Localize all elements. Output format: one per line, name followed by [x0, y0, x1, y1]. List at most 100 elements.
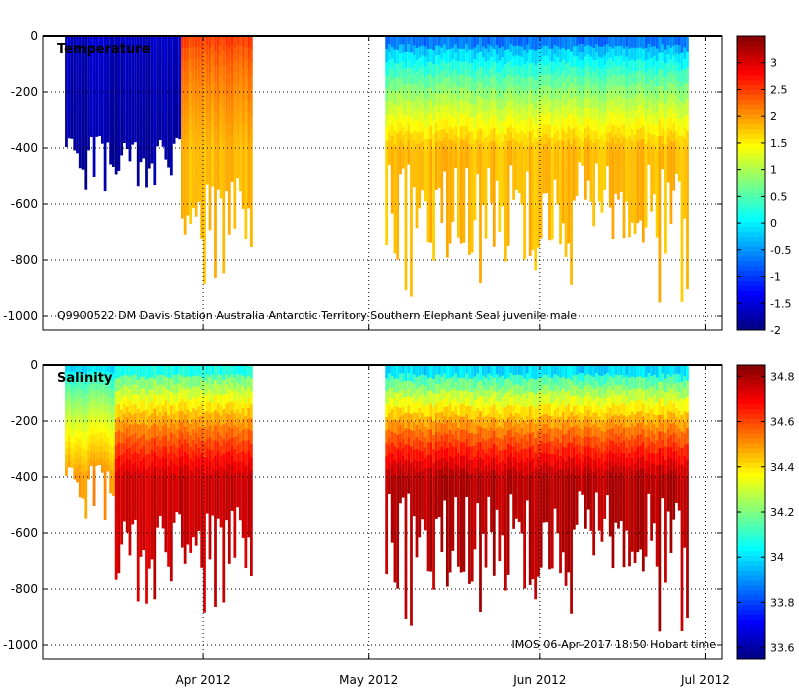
- heatmap-cell: [178, 467, 182, 478]
- heatmap-cell: [211, 120, 215, 131]
- heatmap-cell: [528, 502, 532, 517]
- heatmap-cell: [192, 440, 195, 452]
- heatmap-cell: [250, 154, 253, 168]
- heatmap-cell: [503, 106, 507, 121]
- heatmap-cell: [619, 55, 623, 66]
- heatmap-cell: [250, 101, 253, 116]
- heatmap-cell: [131, 365, 135, 376]
- heatmap-cell: [156, 77, 159, 85]
- heatmap-cell: [677, 154, 681, 164]
- heatmap-cell: [396, 217, 400, 232]
- heatmap-cell: [445, 229, 449, 244]
- heatmap-cell: [167, 490, 170, 504]
- heatmap-cell: [186, 465, 190, 478]
- colorbar-swatch: [737, 315, 765, 321]
- heatmap-cell: [84, 470, 88, 481]
- heatmap-cell: [183, 526, 187, 540]
- heatmap-cell: [523, 49, 527, 65]
- heatmap-cell: [236, 98, 239, 108]
- heatmap-cell: [404, 428, 408, 445]
- heatmap-cell: [506, 482, 510, 497]
- heatmap-cell: [647, 60, 651, 69]
- heatmap-cell: [661, 135, 665, 145]
- heatmap-cell: [429, 365, 433, 379]
- heatmap-cell: [625, 36, 629, 47]
- heatmap-cell: [526, 120, 529, 130]
- heatmap-cell: [128, 137, 132, 146]
- heatmap-cell: [103, 490, 107, 501]
- heatmap-cell: [189, 200, 193, 213]
- heatmap-cell: [106, 457, 110, 465]
- heatmap-cell: [192, 164, 195, 176]
- heatmap-cell: [641, 113, 645, 127]
- heatmap-cell: [73, 393, 77, 401]
- heatmap-cell: [125, 417, 129, 429]
- heatmap-cell: [437, 83, 441, 94]
- heatmap-cell: [503, 547, 507, 563]
- heatmap-cell: [495, 365, 499, 375]
- heatmap-cell: [484, 137, 488, 151]
- heatmap-cell: [470, 513, 474, 528]
- y-tick-label: -400: [11, 141, 38, 155]
- heatmap-cell: [208, 389, 212, 402]
- heatmap-cell: [128, 388, 132, 401]
- heatmap-cell: [208, 413, 212, 426]
- heatmap-cell: [509, 36, 513, 45]
- heatmap-cell: [150, 486, 154, 499]
- heatmap-cell: [614, 134, 618, 145]
- heatmap-cell: [509, 84, 513, 93]
- heatmap-cell: [418, 461, 422, 473]
- heatmap-cell: [183, 501, 187, 515]
- heatmap-cell: [457, 86, 460, 100]
- heatmap-cell: [208, 377, 212, 390]
- heatmap-cell: [203, 175, 206, 191]
- heatmap-cell: [603, 179, 607, 190]
- heatmap-cell: [225, 45, 228, 56]
- heatmap-cell: [545, 134, 549, 145]
- heatmap-cell: [468, 158, 471, 173]
- heatmap-cell: [205, 110, 209, 120]
- heatmap-cell: [589, 87, 593, 99]
- heatmap-cell: [142, 503, 146, 516]
- heatmap-cell: [683, 195, 687, 208]
- heatmap-cell: [470, 446, 474, 460]
- heatmap-cell: [214, 111, 217, 127]
- heatmap-cell: [492, 496, 496, 511]
- heatmap-cell: [437, 45, 441, 56]
- heatmap-cell: [142, 376, 146, 389]
- heatmap-cell: [655, 136, 659, 150]
- heatmap-cell: [81, 415, 85, 424]
- heatmap-cell: [84, 122, 88, 133]
- heatmap-cell: [153, 175, 157, 186]
- heatmap-cell: [203, 221, 206, 238]
- heatmap-cell: [70, 441, 74, 449]
- heatmap-cell: [390, 398, 394, 410]
- heatmap-cell: [528, 118, 532, 133]
- heatmap-cell: [556, 151, 560, 163]
- heatmap-cell: [503, 64, 507, 79]
- heatmap-cell: [650, 167, 653, 179]
- heatmap-cell: [537, 457, 540, 471]
- heatmap-cell: [230, 172, 234, 182]
- heatmap-cell: [404, 51, 408, 68]
- heatmap-cell: [512, 87, 515, 98]
- heatmap-cell: [125, 479, 129, 491]
- heatmap-cell: [683, 127, 687, 139]
- heatmap-cell: [200, 149, 204, 163]
- heatmap-cell: [233, 180, 237, 193]
- heatmap-cell: [443, 483, 446, 493]
- heatmap-cell: [169, 486, 173, 501]
- heatmap-cell: [509, 148, 513, 158]
- heatmap-cell: [114, 391, 118, 406]
- heatmap-cell: [214, 232, 217, 248]
- heatmap-cell: [514, 412, 518, 423]
- heatmap-cell: [429, 455, 433, 469]
- heatmap-cell: [606, 109, 609, 118]
- heatmap-cell: [437, 149, 441, 160]
- heatmap-cell: [443, 154, 446, 164]
- heatmap-cell: [167, 77, 170, 86]
- heatmap-cell: [388, 461, 391, 470]
- heatmap-cell: [103, 481, 107, 492]
- heatmap-cell: [385, 75, 389, 89]
- heatmap-cell: [89, 54, 93, 62]
